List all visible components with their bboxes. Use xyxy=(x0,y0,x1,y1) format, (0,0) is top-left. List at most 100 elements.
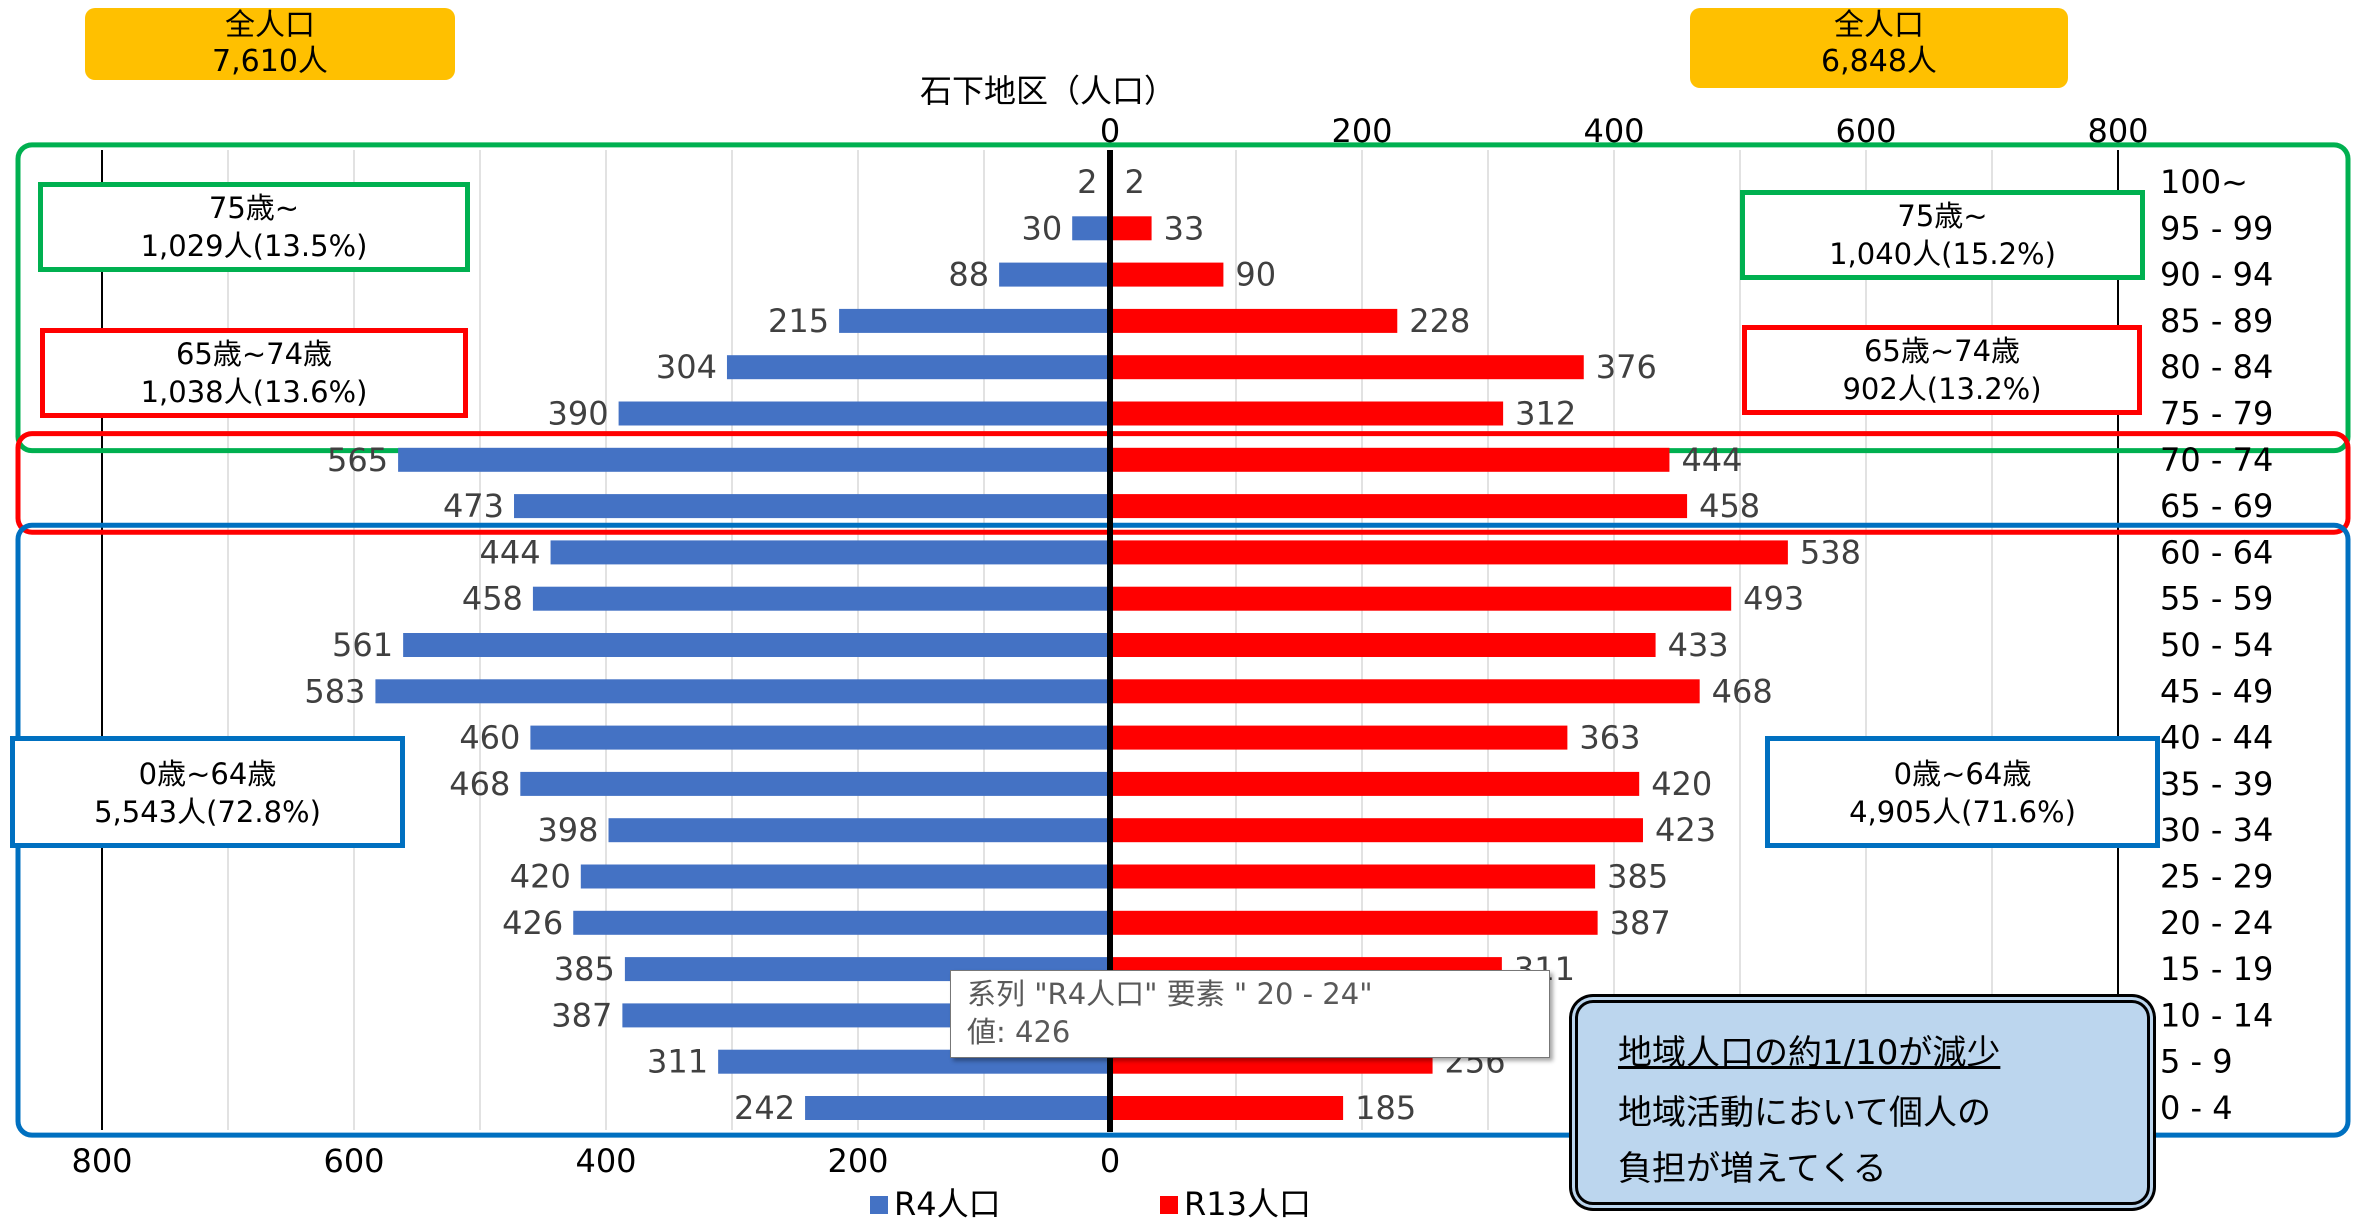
right-0-value: 4,905人(71.6%) xyxy=(1849,795,2076,829)
bar-r4 xyxy=(608,818,1110,843)
bar-r13 xyxy=(1110,771,1640,796)
age-category-label: 100~ xyxy=(2160,163,2248,201)
age-category-label: 0 - 4 xyxy=(2160,1089,2233,1127)
data-label-r4: 2 xyxy=(1077,163,1097,201)
age-category-label: 10 - 14 xyxy=(2160,996,2273,1034)
data-label-r13: 90 xyxy=(1235,256,1276,294)
callout-line3: 負担が増えてくる xyxy=(1618,1149,1887,1189)
bar-r4 xyxy=(573,910,1110,935)
bar-r4 xyxy=(1072,216,1110,241)
right-total-value: 6,848人 xyxy=(1821,44,1937,79)
bar-r13 xyxy=(1110,401,1504,426)
data-label-r4: 304 xyxy=(656,348,717,386)
right-65-value: 902人(13.2%) xyxy=(1842,372,2042,406)
data-label-r13: 2 xyxy=(1125,163,1145,201)
right-75-title: 75歳~ xyxy=(1897,199,1988,233)
data-label-r13: 433 xyxy=(1668,626,1729,664)
data-label-r4: 385 xyxy=(554,950,615,988)
data-label-r4: 398 xyxy=(537,811,598,849)
left-75-box: 75歳~ 1,029人(13.5%) xyxy=(38,182,470,272)
age-category-label: 75 - 79 xyxy=(2160,395,2273,433)
left-0-title: 0歳~64歳 xyxy=(138,757,277,791)
age-category-label: 40 - 44 xyxy=(2160,719,2273,757)
bar-r4 xyxy=(403,633,1110,657)
data-label-r4: 468 xyxy=(449,765,510,803)
left-75-title: 75歳~ xyxy=(208,191,300,225)
bar-r4 xyxy=(580,864,1110,889)
bottom-tick-label: 200 xyxy=(827,1142,888,1180)
age-category-label: 5 - 9 xyxy=(2160,1043,2233,1081)
age-category-label: 45 - 49 xyxy=(2160,672,2273,710)
bar-r4 xyxy=(532,586,1110,611)
bar-r13 xyxy=(1110,910,1598,935)
age-category-label: 30 - 34 xyxy=(2160,811,2273,849)
data-label-r4: 460 xyxy=(459,719,520,757)
age-category-label: 80 - 84 xyxy=(2160,348,2273,386)
data-label-r13: 468 xyxy=(1712,672,1773,710)
data-labels: 2 2 100~ 30 33 95 - 99 88 90 90 - 94 215 228 85 - 8… xyxy=(304,163,2273,1127)
top-tick-label: 200 xyxy=(1331,112,1392,150)
data-label-r4: 565 xyxy=(327,441,388,479)
data-label-r13: 458 xyxy=(1699,487,1760,525)
top-tick-label: 0 xyxy=(1100,112,1120,150)
bar-r4 xyxy=(375,679,1110,704)
data-label-r4: 387 xyxy=(551,996,612,1034)
right-0-box: 0歳~64歳 4,905人(71.6%) xyxy=(1765,736,2160,848)
tooltip-value-line: 値: 426 xyxy=(967,1015,1071,1049)
data-label-r13: 363 xyxy=(1579,719,1640,757)
axes: 0 200 400 600 800 800 600 400 200 0 xyxy=(71,112,2148,1180)
left-0-value: 5,543人(72.8%) xyxy=(94,795,321,829)
summary-callout: 地域人口の約1/10が減少 地域活動において個人の 負担が増えてくる xyxy=(1575,1000,2150,1205)
bar-r4 xyxy=(618,401,1110,426)
bar-r13 xyxy=(1110,494,1688,519)
data-label-r13: 444 xyxy=(1681,441,1742,479)
bar-r4 xyxy=(514,494,1110,519)
bar-r4 xyxy=(726,355,1110,380)
bar-r13 xyxy=(1110,355,1584,380)
age-category-label: 95 - 99 xyxy=(2160,209,2273,247)
legend-swatch xyxy=(870,1196,888,1214)
data-label-r4: 242 xyxy=(734,1089,795,1127)
data-label-r13: 228 xyxy=(1409,302,1470,340)
data-label-r4: 473 xyxy=(443,487,504,525)
data-label-r13: 312 xyxy=(1515,395,1576,433)
data-label-r4: 420 xyxy=(510,858,571,896)
age-category-label: 55 - 59 xyxy=(2160,580,2273,618)
bar-r13 xyxy=(1110,447,1670,472)
data-label-r4: 88 xyxy=(948,256,989,294)
age-category-label: 25 - 29 xyxy=(2160,858,2273,896)
bar-r13 xyxy=(1110,1096,1344,1120)
right-75-box: 75歳~ 1,040人(15.2%) xyxy=(1740,190,2145,280)
bottom-tick-label: 400 xyxy=(575,1142,636,1180)
bottom-tick-label: 0 xyxy=(1100,1142,1120,1180)
bar-r13 xyxy=(1110,725,1568,750)
age-category-label: 85 - 89 xyxy=(2160,302,2273,340)
age-category-label: 65 - 69 xyxy=(2160,487,2273,525)
bottom-tick-label: 800 xyxy=(71,1142,132,1180)
data-label-r13: 420 xyxy=(1651,765,1712,803)
data-label-r13: 376 xyxy=(1596,348,1657,386)
right-total-label: 全人口 xyxy=(1834,8,1924,43)
bar-r13 xyxy=(1110,818,1643,843)
age-category-label: 90 - 94 xyxy=(2160,256,2273,294)
bar-r4 xyxy=(805,1096,1110,1120)
left-total-value: 7,610人 xyxy=(212,44,328,79)
bar-r13 xyxy=(1110,540,1788,565)
data-label-r13: 538 xyxy=(1800,533,1861,571)
bar-r4 xyxy=(398,447,1111,472)
age-category-label: 50 - 54 xyxy=(2160,626,2273,664)
data-label-r13: 493 xyxy=(1743,580,1804,618)
data-label-r4: 390 xyxy=(548,395,609,433)
bottom-tick-label: 600 xyxy=(323,1142,384,1180)
right-0-title: 0歳~64歳 xyxy=(1893,757,2032,791)
right-65-box: 65歳~74歳 902人(13.2%) xyxy=(1742,325,2142,415)
chart-title: 石下地区（人口） xyxy=(920,72,1176,110)
left-total-label: 全人口 xyxy=(225,8,315,43)
age-category-label: 35 - 39 xyxy=(2160,765,2273,803)
data-label-r13: 387 xyxy=(1610,904,1671,942)
data-label-r4: 215 xyxy=(768,302,829,340)
callout-line2: 地域活動において個人の xyxy=(1618,1093,1991,1133)
bars xyxy=(375,170,1788,1120)
bar-r13 xyxy=(1110,586,1732,611)
